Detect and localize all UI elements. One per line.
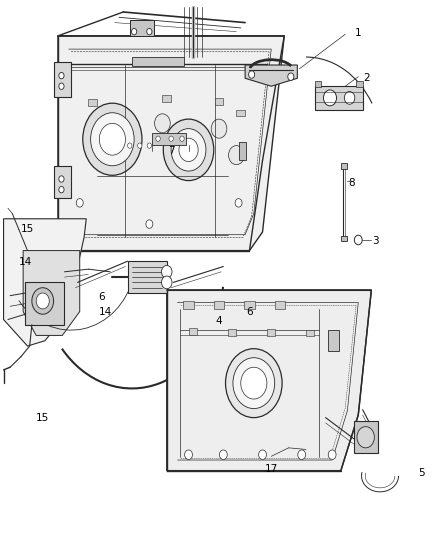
Circle shape bbox=[32, 288, 53, 314]
Circle shape bbox=[155, 114, 170, 133]
Bar bbox=[341, 236, 347, 241]
Circle shape bbox=[99, 123, 125, 155]
Circle shape bbox=[357, 426, 374, 448]
Circle shape bbox=[59, 83, 64, 90]
Circle shape bbox=[258, 450, 266, 459]
Circle shape bbox=[131, 28, 137, 35]
Polygon shape bbox=[4, 219, 86, 346]
Circle shape bbox=[59, 176, 64, 182]
Bar bbox=[228, 329, 236, 336]
Circle shape bbox=[241, 367, 267, 399]
Text: 5: 5 bbox=[418, 469, 425, 478]
Bar bbox=[275, 301, 285, 309]
Circle shape bbox=[83, 103, 142, 175]
Circle shape bbox=[163, 119, 214, 181]
Circle shape bbox=[226, 349, 282, 418]
Bar bbox=[328, 330, 339, 351]
Circle shape bbox=[162, 276, 172, 289]
Bar bbox=[315, 81, 321, 87]
Circle shape bbox=[288, 73, 294, 80]
Bar bbox=[239, 142, 247, 160]
Bar bbox=[244, 301, 254, 309]
Text: 1: 1 bbox=[355, 28, 362, 38]
Bar bbox=[184, 301, 194, 309]
Bar bbox=[25, 282, 64, 325]
Circle shape bbox=[185, 450, 192, 459]
Bar bbox=[214, 301, 224, 309]
Text: 8: 8 bbox=[349, 177, 355, 188]
Circle shape bbox=[180, 136, 184, 141]
Text: 15: 15 bbox=[21, 224, 34, 235]
Polygon shape bbox=[167, 290, 371, 471]
Circle shape bbox=[354, 235, 362, 245]
Circle shape bbox=[171, 128, 206, 171]
Circle shape bbox=[162, 265, 172, 278]
Circle shape bbox=[147, 143, 152, 148]
Circle shape bbox=[59, 187, 64, 193]
Circle shape bbox=[147, 28, 152, 35]
Text: 6: 6 bbox=[246, 306, 253, 317]
Polygon shape bbox=[23, 251, 80, 335]
Bar bbox=[189, 328, 197, 335]
Bar bbox=[132, 56, 184, 66]
Text: 15: 15 bbox=[36, 413, 49, 423]
Circle shape bbox=[229, 146, 244, 165]
Polygon shape bbox=[245, 65, 297, 86]
Circle shape bbox=[344, 92, 355, 104]
Circle shape bbox=[76, 199, 83, 207]
Bar bbox=[53, 62, 71, 97]
Circle shape bbox=[233, 358, 275, 409]
Circle shape bbox=[169, 136, 173, 141]
Text: 2: 2 bbox=[364, 73, 370, 83]
Circle shape bbox=[219, 450, 227, 459]
Text: 6: 6 bbox=[98, 292, 105, 302]
Bar bbox=[267, 329, 275, 336]
Bar bbox=[130, 20, 154, 36]
Bar bbox=[162, 95, 171, 102]
Circle shape bbox=[211, 119, 227, 138]
Bar bbox=[307, 329, 314, 336]
Circle shape bbox=[146, 220, 153, 228]
Circle shape bbox=[138, 143, 142, 148]
Circle shape bbox=[36, 293, 49, 309]
Text: 14: 14 bbox=[99, 306, 113, 317]
Bar bbox=[341, 163, 347, 169]
Bar bbox=[152, 133, 186, 144]
Circle shape bbox=[328, 450, 336, 459]
Circle shape bbox=[298, 450, 306, 459]
Bar bbox=[354, 421, 378, 453]
Text: 4: 4 bbox=[215, 316, 223, 326]
Polygon shape bbox=[58, 36, 284, 251]
Bar bbox=[356, 81, 363, 87]
Text: 3: 3 bbox=[372, 236, 379, 246]
Circle shape bbox=[249, 71, 254, 78]
Text: 17: 17 bbox=[265, 464, 278, 474]
Bar bbox=[88, 99, 97, 106]
Text: 7: 7 bbox=[168, 146, 174, 156]
Polygon shape bbox=[315, 86, 363, 110]
Circle shape bbox=[156, 136, 160, 141]
Circle shape bbox=[235, 199, 242, 207]
Polygon shape bbox=[127, 261, 167, 293]
Bar bbox=[237, 110, 245, 116]
Text: 14: 14 bbox=[19, 257, 32, 267]
Bar bbox=[53, 166, 71, 198]
Circle shape bbox=[323, 90, 336, 106]
Bar bbox=[215, 98, 223, 105]
Circle shape bbox=[179, 138, 198, 161]
Circle shape bbox=[59, 72, 64, 79]
Circle shape bbox=[91, 113, 134, 166]
Circle shape bbox=[127, 143, 132, 148]
